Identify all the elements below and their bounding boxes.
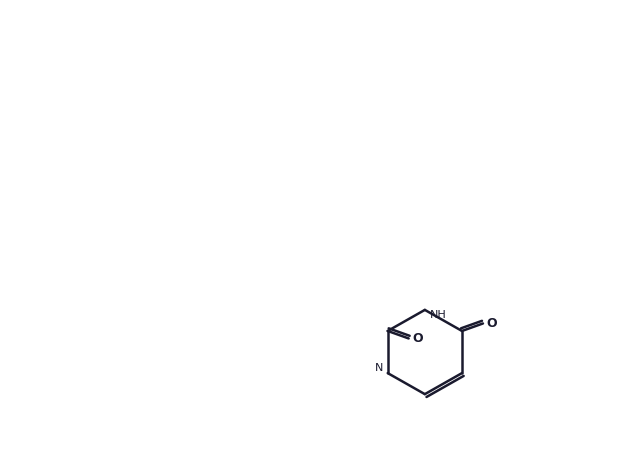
Text: NH: NH: [429, 310, 446, 320]
Text: N: N: [374, 363, 383, 373]
Text: O: O: [487, 317, 497, 330]
Text: O: O: [413, 332, 423, 345]
